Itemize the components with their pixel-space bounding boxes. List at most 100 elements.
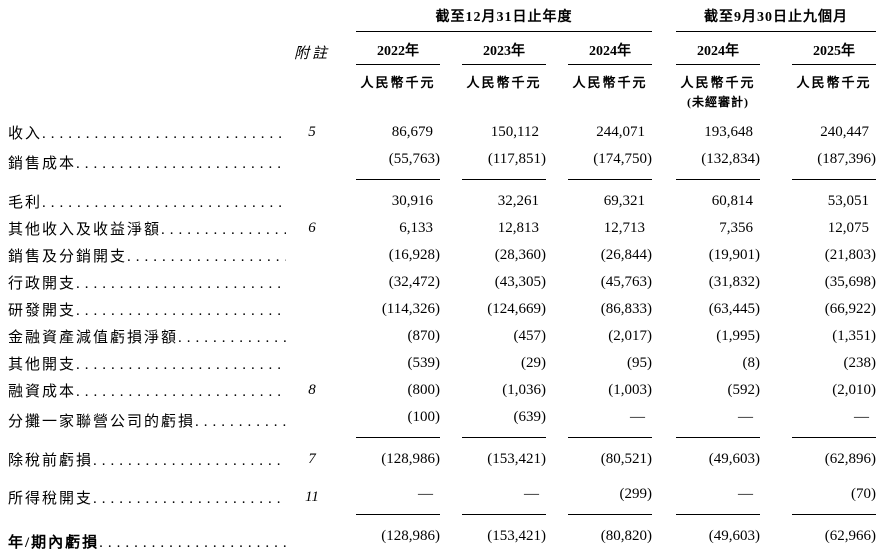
row-value-2023: (117,851)	[462, 146, 546, 180]
dot-leader	[161, 222, 286, 239]
row-note: 8	[308, 382, 316, 398]
row-label-wrap: 融資成本	[0, 380, 286, 401]
dot-leader	[99, 535, 286, 551]
row-value-2023: 32,261	[497, 193, 539, 209]
row-label: 年/期內虧損	[8, 534, 100, 551]
row-note: 6	[308, 220, 316, 236]
row-value-9m2025: (62,896)	[824, 451, 877, 467]
row-value-2022: (128,986)	[356, 514, 440, 551]
row-label: 銷售及分銷開支	[8, 249, 128, 265]
row-label-wrap: 研發開支	[0, 299, 286, 320]
row-value-2023: (639)	[462, 404, 546, 438]
table-row: 金融資產減值虧損淨額 (870) (457) (2,017) (1,995) (…	[0, 323, 885, 350]
row-note	[286, 296, 338, 323]
row-value-9m2025: —	[792, 404, 877, 438]
row-value-2022: (114,326)	[381, 301, 440, 317]
row-value-2024: 69,321	[603, 193, 646, 209]
year-column-2022: 2022年	[356, 31, 440, 65]
row-value-9m2024: 60,814	[711, 193, 754, 209]
row-value-2024: —	[568, 404, 653, 438]
row-value-2024: (86,833)	[600, 301, 653, 317]
row-value-9m2024: (49,603)	[676, 514, 761, 551]
header-currency: 人民幣千元 人民幣千元 人民幣千元 人民幣千元 人民幣千元	[0, 65, 885, 92]
row-value-2022: (800)	[407, 382, 441, 398]
row-label: 收入	[8, 126, 43, 142]
row-label-wrap: 銷售及分銷開支	[0, 245, 286, 266]
dot-leader	[195, 414, 286, 431]
table-row: 行政開支 (32,472) (43,305) (45,763) (31,832)…	[0, 269, 885, 296]
row-value-9m2025: (66,922)	[824, 301, 877, 317]
row-value-9m2024: (31,832)	[708, 274, 761, 290]
row-value-2022: (100)	[356, 404, 440, 438]
row-note: 11	[305, 489, 319, 506]
row-value-2022: —	[356, 473, 440, 515]
table-row: 銷售及分銷開支 (16,928) (28,360) (26,844) (19,9…	[0, 242, 885, 269]
row-value-2024: (2,017)	[608, 328, 653, 344]
period-group-annual: 截至12月31日止年度	[356, 0, 653, 32]
table-row: 除稅前虧損 7 (128,986) (153,421) (80,521) (49…	[0, 438, 885, 474]
row-value-9m2024: (8)	[742, 355, 761, 371]
row-value-9m2024: (49,603)	[708, 451, 761, 467]
row-value-9m2025: (238)	[843, 355, 877, 371]
table-row: 毛利 30,916 32,261 69,321 60,814 53,051	[0, 180, 885, 216]
table-row: 年/期內虧損 (128,986) (153,421) (80,820) (49,…	[0, 514, 885, 551]
row-label: 金融資產減值虧損淨額	[8, 330, 179, 346]
row-note	[286, 350, 338, 377]
row-value-9m2025: 240,447	[820, 124, 870, 140]
row-value-2023: 150,112	[490, 124, 539, 140]
row-label: 所得稅開支	[8, 491, 94, 508]
row-value-9m2024: 7,356	[719, 220, 754, 236]
header-period-groups: 截至12月31日止年度 截至9月30日止九個月	[0, 0, 885, 32]
row-value-9m2024: —	[676, 473, 761, 515]
row-value-9m2024: (1,995)	[716, 328, 761, 344]
row-value-9m2025: (2,010)	[832, 382, 877, 398]
row-value-9m2025: (62,966)	[792, 514, 877, 551]
row-label: 分攤一家聯營公司的虧損	[8, 414, 196, 431]
row-note	[286, 146, 338, 180]
row-value-9m2024: (592)	[727, 382, 761, 398]
row-value-2024: (1,003)	[608, 382, 653, 398]
currency-label: 人民幣千元	[796, 75, 872, 90]
row-label-wrap: 金融資產減值虧損淨額	[0, 326, 286, 347]
row-value-2023: (153,421)	[462, 514, 546, 551]
row-value-2024: (174,750)	[568, 146, 653, 180]
currency-label: 人民幣千元	[360, 75, 436, 90]
row-value-2023: 12,813	[497, 220, 539, 236]
row-label: 其他收入及收益淨額	[8, 222, 162, 238]
row-value-9m2025: 12,075	[827, 220, 870, 236]
dot-leader	[76, 303, 286, 320]
row-value-9m2024: (132,834)	[676, 146, 761, 180]
table-row: 融資成本 8 (800) (1,036) (1,003) (592) (2,01…	[0, 377, 885, 404]
dot-leader	[93, 453, 286, 470]
row-label-wrap: 所得稅開支	[0, 487, 286, 508]
row-note	[286, 269, 338, 296]
row-value-2022: (55,763)	[356, 146, 440, 180]
table-body: 收入 5 86,679 150,112 244,071 193,648 240,…	[0, 110, 885, 551]
row-value-2023: (124,669)	[487, 301, 546, 317]
row-value-2022: 30,916	[391, 193, 433, 209]
row-label-wrap: 年/期內虧損	[0, 531, 286, 551]
row-label: 除稅前虧損	[8, 452, 94, 469]
row-value-2023: (457)	[513, 328, 547, 344]
row-value-2023: (153,421)	[487, 451, 546, 467]
currency-label: 人民幣千元	[466, 75, 542, 90]
row-value-2023: —	[462, 473, 546, 515]
unaudited-label: (未經審計)	[687, 95, 750, 109]
year-column-9m2024: 2024年	[676, 31, 761, 65]
table-row: 研發開支 (114,326) (124,669) (86,833) (63,44…	[0, 296, 885, 323]
row-value-9m2025: (1,351)	[832, 328, 877, 344]
row-label: 融資成本	[8, 384, 77, 400]
table-row: 分攤一家聯營公司的虧損 (100) (639) — — —	[0, 404, 885, 438]
year-column-2024: 2024年	[568, 31, 653, 65]
dot-leader	[76, 357, 286, 374]
row-value-2022: 86,679	[391, 124, 433, 140]
row-label: 毛利	[8, 194, 43, 211]
notes-column-header: 附註	[293, 45, 330, 62]
row-value-9m2024: 193,648	[704, 124, 754, 140]
row-value-2023: (43,305)	[494, 274, 546, 290]
row-value-9m2024: —	[676, 404, 761, 438]
row-note: 7	[308, 450, 316, 467]
row-label-wrap: 行政開支	[0, 272, 286, 293]
